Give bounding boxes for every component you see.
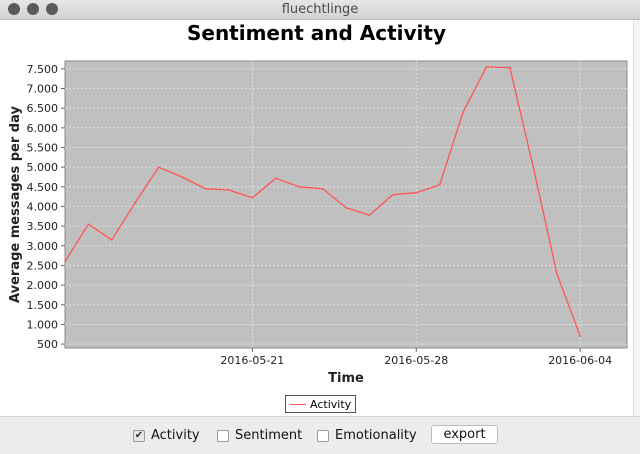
checkbox-checked-icon[interactable]: ✔ [133,429,145,442]
x-tick-label: 2016-05-21 [220,354,284,367]
data-point [485,66,488,68]
data-point [462,111,464,113]
data-point [275,177,277,179]
zoom-window-icon[interactable] [46,3,58,15]
data-point [157,166,160,168]
y-tick-label: 7.500 [27,63,59,76]
data-point [134,201,137,204]
legend-activity-label: Activity [310,397,352,411]
plot-area [64,60,628,349]
panel-edge [633,20,640,416]
chart-svg: 500 1.000 1.500 2.000 2.500 3.000 3.500 4.000 4.… [8,60,628,386]
chart-title: Sentiment and Activity [186,21,447,45]
y-tick-label: 3.000 [27,240,59,253]
y-tick-label: 1.500 [27,299,59,312]
y-tick-label: 6.500 [27,102,59,115]
data-point [532,166,535,168]
data-point [438,184,441,186]
x-tick-label: 2016-06-04 [548,354,612,367]
minimize-window-icon[interactable] [27,3,39,15]
emotionality-checkbox-label: Emotionality [335,428,417,443]
window-titlebar: fluechtlinge [0,0,640,20]
data-point [392,193,394,196]
y-tick-label: 2.500 [27,259,59,272]
export-button[interactable]: export [431,425,498,444]
data-point [415,191,418,194]
checkbox-unchecked-icon[interactable] [217,429,229,442]
data-point [228,189,230,191]
sentiment-checkbox[interactable]: Sentiment [217,428,302,443]
y-tick-label: 7.000 [27,83,59,96]
data-point [509,66,511,69]
chart-panel: Sentiment and Activity 500 1.000 1.500 2.00… [0,20,633,416]
y-tick-label: 5.500 [27,141,59,154]
data-point [87,223,90,225]
y-axis-label: Average messages per day [8,106,23,303]
data-point [345,206,347,209]
y-tick-label: 500 [37,338,58,351]
y-tick-label: 4.500 [27,181,59,194]
checkbox-unchecked-icon[interactable] [317,429,329,442]
data-point [204,188,207,190]
data-point [298,186,301,188]
sentiment-checkbox-label: Sentiment [235,428,303,443]
y-tick-label: 1.000 [27,318,59,331]
x-axis-label: Time [328,371,364,386]
y-tick-label: 3.500 [27,220,59,233]
y-tick-label: 2.000 [27,279,59,292]
y-tick-label: 5.000 [27,161,59,174]
legend-activity-swatch [290,403,306,405]
activity-checkbox-label: Activity [151,428,200,443]
data-point [556,272,558,275]
window-title: fluechtlinge [281,2,359,17]
close-window-icon[interactable] [8,3,20,15]
x-tick-label: 2016-05-28 [384,354,448,367]
data-point [111,239,113,241]
y-tick-label: 4.000 [27,200,59,213]
activity-checkbox[interactable]: ✔ Activity [133,428,200,443]
emotionality-checkbox[interactable]: Emotionality [317,428,417,443]
data-point [579,335,581,338]
chart-legend: Activity [285,395,357,413]
data-point [321,188,324,190]
data-point [251,197,254,199]
data-point [64,260,66,263]
y-tick-label: 6.000 [27,122,59,135]
data-point [181,176,183,178]
data-point [368,214,371,216]
